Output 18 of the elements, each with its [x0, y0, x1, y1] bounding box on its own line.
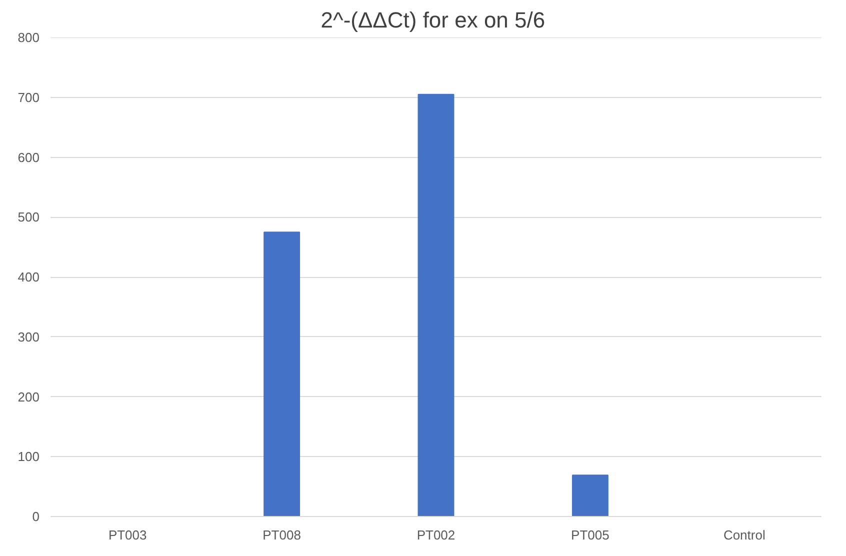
y-tick-label: 100 — [18, 449, 40, 464]
x-tick-label: PT003 — [108, 528, 147, 542]
chart-title: 2^-(ΔΔCt) for ex on 5/6 — [320, 8, 546, 32]
bar — [418, 94, 454, 516]
x-tick-label: PT008 — [262, 528, 301, 542]
y-tick-label: 500 — [18, 210, 40, 225]
bar — [264, 232, 300, 516]
x-tick-label: PT002 — [416, 528, 456, 542]
y-tick-label: 400 — [18, 270, 40, 284]
y-tick-label: 200 — [18, 389, 40, 404]
x-tick-label: Control — [723, 528, 766, 542]
y-tick-label: 800 — [18, 30, 40, 45]
bar — [572, 474, 608, 516]
y-tick-label: 0 — [32, 509, 40, 524]
y-tick-label: 600 — [18, 150, 40, 165]
y-tick-label: 700 — [18, 90, 40, 105]
x-tick-label: PT005 — [571, 528, 610, 542]
y-tick-label: 300 — [18, 329, 40, 344]
